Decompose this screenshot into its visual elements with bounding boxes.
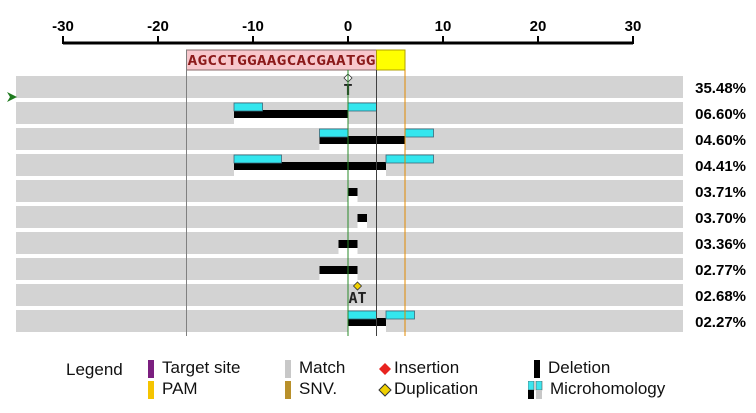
deletion-bar [319, 136, 405, 144]
target-sequence-text: AGCCTGGAAGCACGAATGG [188, 54, 376, 69]
legend-item-match: Match [285, 358, 345, 378]
legend-item-snv: SNV. [285, 379, 337, 399]
deletion-bar [348, 318, 386, 326]
axis-tick-label: 0 [344, 18, 352, 35]
row-percentage: 04.41% [695, 158, 746, 175]
row-background [16, 284, 683, 306]
allele-row-7 [16, 232, 683, 254]
row-percentage: 35.48% [695, 80, 746, 97]
microhomology-bar [233, 154, 282, 164]
row-background [16, 206, 683, 228]
allele-row-4 [16, 154, 683, 176]
microhomology-bar [385, 310, 415, 320]
pam-swatch [148, 380, 154, 399]
microhomology-bar [347, 310, 377, 320]
legend-item-microhomology: Microhomology [528, 379, 665, 399]
duplication-diamond-icon [378, 382, 392, 397]
allele-percentages: 35.48% 06.60% 04.60% 04.41% 03.71% 03.70% 03.3… [695, 80, 746, 331]
allele-row-9: AT [16, 281, 683, 307]
row-percentage: 02.27% [695, 314, 746, 331]
allele-row-8 [16, 258, 683, 280]
reference-lines [186, 50, 406, 336]
microhomology-swatch [528, 380, 543, 399]
legend-item-duplication: Duplication [378, 379, 478, 399]
microhomology-bar [385, 154, 434, 164]
row-percentage: 03.70% [695, 210, 746, 227]
insertion-diamond-icon [379, 362, 391, 375]
allele-row-3 [16, 128, 683, 150]
row-percentage: 06.60% [695, 106, 746, 123]
deletion-bar [234, 162, 386, 170]
axis-tick-label: -20 [147, 18, 169, 35]
axis-tick-label: -10 [242, 18, 264, 35]
deletion-bar [348, 188, 358, 196]
position-axis: -30 -20 -10 0 10 20 30 [52, 18, 642, 45]
legend-item-deletion: Deletion [534, 358, 610, 378]
microhomology-bar [347, 102, 377, 112]
allele-rows: T AT [7, 73, 683, 332]
row-background [16, 102, 683, 124]
allele-row-1: T [16, 73, 683, 99]
row-percentage: 03.36% [695, 236, 746, 253]
deletion-bar [319, 266, 358, 274]
row-background [16, 76, 683, 98]
row-percentage: 02.68% [695, 288, 746, 305]
inserted-sequence-label: AT [348, 289, 366, 307]
legend-item-target-site: Target site [148, 358, 240, 378]
axis-tick-label: -30 [52, 18, 74, 35]
row-pointer-icon [7, 92, 17, 102]
legend-item-insertion: Insertion [378, 358, 459, 378]
row-percentage: 03.71% [695, 184, 746, 201]
target-site-swatch [148, 359, 154, 378]
pam-box [376, 49, 406, 71]
allele-row-5 [16, 180, 683, 202]
row-percentage: 04.60% [695, 132, 746, 149]
duplication-diamond-icon [352, 281, 363, 291]
axis-tick-label: 20 [530, 18, 547, 35]
allele-row-6 [16, 206, 683, 228]
microhomology-bar [404, 128, 434, 138]
axis-tick-label: 10 [435, 18, 452, 35]
row-percentage: 02.77% [695, 262, 746, 279]
match-swatch [285, 359, 291, 378]
allele-row-10 [16, 310, 683, 332]
microhomology-bar [233, 102, 263, 112]
legend-title: Legend [66, 360, 123, 379]
axis-tick-label: 30 [625, 18, 642, 35]
microhomology-bar [319, 128, 349, 138]
deletion-swatch [534, 359, 540, 378]
deletion-bar [234, 110, 348, 118]
target-sequence-track: AGCCTGGAAGCACGAATGG [186, 49, 406, 71]
legend-item-pam: PAM [148, 379, 198, 399]
snv-swatch [285, 380, 291, 399]
legend: Legend Target site PAM Match SNV. Insert… [0, 352, 756, 412]
allele-row-2 [16, 102, 683, 124]
deletion-bar [357, 214, 367, 222]
